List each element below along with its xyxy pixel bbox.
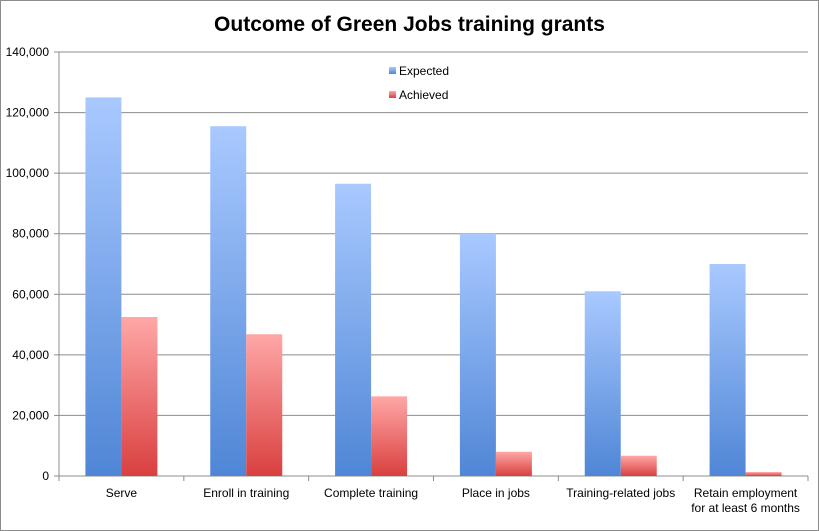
y-tick-label: 140,000 [6,45,50,59]
y-tick-label: 40,000 [12,348,49,362]
y-tick-label: 60,000 [12,287,49,301]
bar-achieved [495,451,532,476]
bar-expected [210,126,247,476]
x-category-label: Place in jobs [462,486,530,500]
x-category-label: Retain employment [694,486,798,500]
axes [54,51,809,481]
bar-expected [335,183,372,476]
x-category-label: Serve [106,486,138,500]
bar-expected [584,291,621,476]
bar-achieved [121,317,158,476]
y-tick-label: 20,000 [12,408,49,422]
labels: 0 20,000 40,000 60,000 80,000 100,000 120,000 1… [6,45,800,515]
chart-title: Outcome of Green Jobs training grants [214,13,605,36]
x-category-label: Enroll in training [203,486,289,500]
legend: Expected Achieved [389,64,449,102]
y-tick-label: 100,000 [6,166,50,180]
gridlines [59,51,808,416]
bar-expected [709,264,746,476]
bar-achieved [246,334,283,476]
bar-achieved [745,472,782,476]
bar-achieved [620,455,657,476]
y-tick-label: 120,000 [6,106,50,120]
x-category-label: Complete training [324,486,418,500]
legend-label-expected: Expected [399,64,449,78]
legend-label-achieved: Achieved [399,88,448,102]
bar-expected [459,233,496,476]
bar-expected [85,97,122,476]
y-tick-label: 0 [42,469,49,483]
legend-swatch-expected [389,67,396,74]
bar-achieved [371,396,408,476]
bars [85,97,782,476]
x-category-label: Training-related jobs [566,486,675,500]
y-tick-label: 80,000 [12,227,49,241]
legend-swatch-achieved [389,91,396,98]
x-category-label: for at least 6 months [691,501,800,515]
